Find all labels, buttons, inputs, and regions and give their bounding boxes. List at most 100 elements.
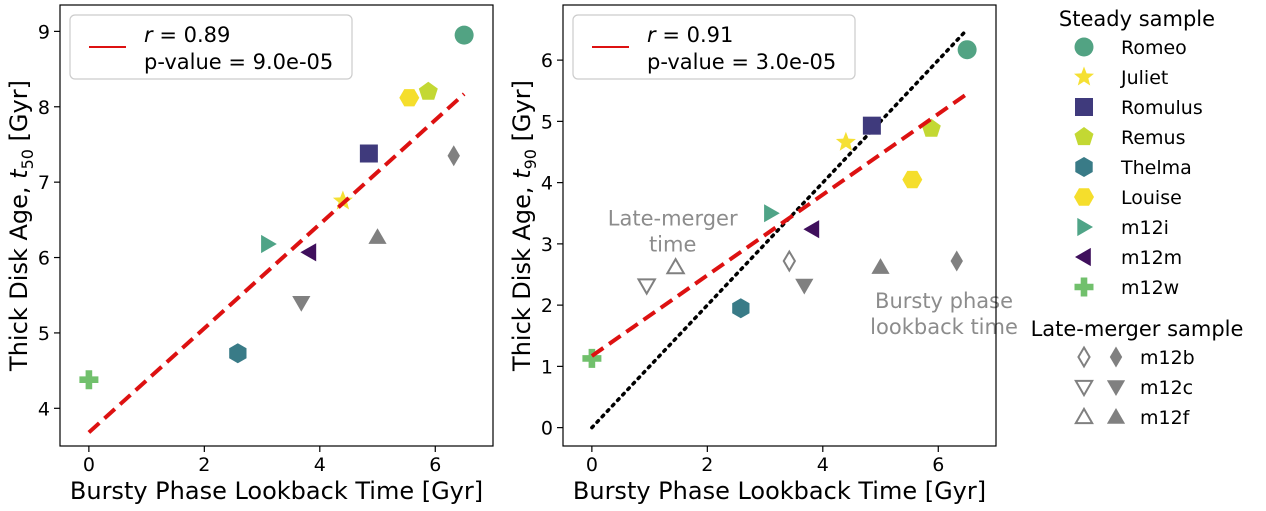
marker-m12b	[447, 145, 460, 167]
marker-m12c	[795, 278, 814, 295]
steady-sample-title: Steady sample	[1059, 7, 1215, 31]
y-tick-label: 6	[38, 248, 50, 270]
fit-legend-box	[572, 14, 856, 80]
legend-label-m12b: m12b	[1140, 347, 1195, 369]
marker-remus	[418, 81, 438, 100]
legend-marker-m12b-open	[1077, 345, 1091, 369]
plot-area	[582, 27, 977, 430]
marker-m12f-merger-time	[665, 257, 686, 275]
fit-line	[590, 92, 969, 358]
fit-legend: r = 0.91 p-value = 3.0e-05	[572, 14, 856, 80]
marker-m12c	[292, 296, 311, 312]
legend-marker-juliet	[1074, 66, 1094, 86]
marker-thelma	[732, 298, 750, 319]
y-tick-label: 7	[38, 172, 50, 194]
legend-label-romeo: Romeo	[1121, 37, 1187, 59]
legend-marker-remus	[1074, 127, 1094, 146]
fit-legend-pvalue: p-value = 9.0e-05	[144, 50, 333, 74]
y-axis-label: Thick Disk Age, t50 [Gyr]	[5, 80, 37, 372]
marker-romulus	[359, 144, 378, 163]
marker-m12f	[368, 228, 387, 244]
y-tick-label: 0	[541, 418, 553, 440]
x-tick-label: 6	[429, 454, 441, 476]
annotation-late-merger-line2: time	[649, 233, 696, 257]
legend-marker-romeo	[1074, 37, 1094, 57]
marker-m12i	[764, 204, 780, 223]
legend-marker-m12c-open	[1074, 379, 1094, 398]
fit-legend-pvalue: p-value = 3.0e-05	[647, 50, 836, 74]
legend-label-m12i: m12i	[1121, 217, 1169, 239]
legend-label-louise: Louise	[1121, 187, 1182, 209]
fit-legend: r = 0.89 p-value = 9.0e-05	[69, 14, 353, 80]
x-tick-label: 0	[586, 454, 598, 476]
marker-m12f	[871, 258, 890, 274]
x-tick-label: 2	[701, 454, 713, 476]
legend-marker-m12b-filled	[1109, 346, 1123, 368]
legend-label-m12m: m12m	[1121, 247, 1182, 269]
legend-label-m12w: m12w	[1121, 277, 1179, 299]
legend-label-m12f: m12f	[1140, 407, 1191, 429]
y-axis-label: Thick Disk Age, t90 [Gyr]	[508, 80, 540, 372]
marker-m12w	[582, 348, 602, 368]
marker-m12m	[803, 220, 820, 239]
x-tick-label: 6	[932, 454, 944, 476]
plot-area	[79, 25, 474, 434]
axes-frame	[59, 4, 494, 447]
legend-marker-m12c-filled	[1106, 380, 1126, 396]
marker-romeo	[454, 25, 474, 45]
fit-line	[87, 92, 466, 434]
legend-marker-m12f-filled	[1106, 408, 1126, 424]
y-tick-label: 8	[38, 97, 50, 119]
marker-thelma	[229, 343, 247, 364]
legend-marker-m12f-open	[1074, 406, 1094, 425]
y-tick-label: 3	[541, 234, 553, 256]
x-tick-label: 4	[314, 454, 326, 476]
legend-marker-thelma	[1075, 157, 1093, 177]
x-tick-label: 2	[198, 454, 210, 476]
x-tick-label: 4	[817, 454, 829, 476]
legend-label-m12c: m12c	[1140, 377, 1193, 399]
y-tick-label: 6	[541, 50, 553, 72]
fit-legend-r: r = 0.89	[144, 23, 230, 47]
marker-m12b	[950, 250, 963, 272]
marker-romeo	[957, 40, 977, 60]
y-tick-label: 9	[38, 21, 50, 43]
marker-m12c-merger-time	[636, 278, 657, 296]
marker-romulus	[862, 116, 881, 135]
legend-marker-m12m	[1075, 247, 1091, 267]
y-tick-label: 4	[541, 173, 553, 195]
legend-marker-louise	[1074, 188, 1094, 206]
marker-m12w	[79, 370, 99, 390]
fit-legend-box	[69, 14, 353, 80]
left-scatter-panel: 0 2 4 6 4 5 6 7 8 9 Bursty Phase Lookback Time [Gy…	[5, 4, 494, 505]
x-axis-label: Bursty Phase Lookback Time [Gyr]	[573, 477, 986, 505]
legend-label-juliet: Juliet	[1120, 67, 1168, 89]
legend-label-romulus: Romulus	[1121, 97, 1203, 119]
annotation-bursty-phase-line2: lookback time	[870, 315, 1018, 339]
marker-m12i	[261, 234, 277, 254]
marker-m12m	[300, 243, 317, 262]
legend-marker-m12i	[1077, 217, 1093, 237]
legend-label-thelma: Thelma	[1120, 157, 1192, 179]
x-tick-label: 0	[83, 454, 95, 476]
y-tick-label: 5	[38, 323, 50, 345]
marker-juliet	[835, 131, 856, 151]
axes-frame	[562, 4, 997, 447]
one-to-one-line	[590, 27, 969, 430]
figure-legend: Steady sample Romeo Juliet Romulus Remus Thel…	[1031, 7, 1244, 429]
marker-m12b-merger-time	[782, 249, 797, 273]
y-tick-label: 1	[541, 356, 553, 378]
fit-legend-r: r = 0.91	[647, 23, 733, 47]
annotation-bursty-phase-line1: Bursty phase	[875, 289, 1013, 313]
legend-marker-m12w	[1074, 277, 1094, 297]
x-axis-label: Bursty Phase Lookback Time [Gyr]	[70, 477, 483, 505]
legend-label-remus: Remus	[1121, 127, 1186, 149]
annotation-late-merger-line1: Late-merger	[608, 207, 738, 231]
marker-louise	[902, 170, 923, 189]
y-tick-label: 2	[541, 295, 553, 317]
legend-marker-romulus	[1075, 98, 1093, 116]
marker-juliet	[332, 190, 353, 210]
y-tick-label: 5	[541, 111, 553, 133]
